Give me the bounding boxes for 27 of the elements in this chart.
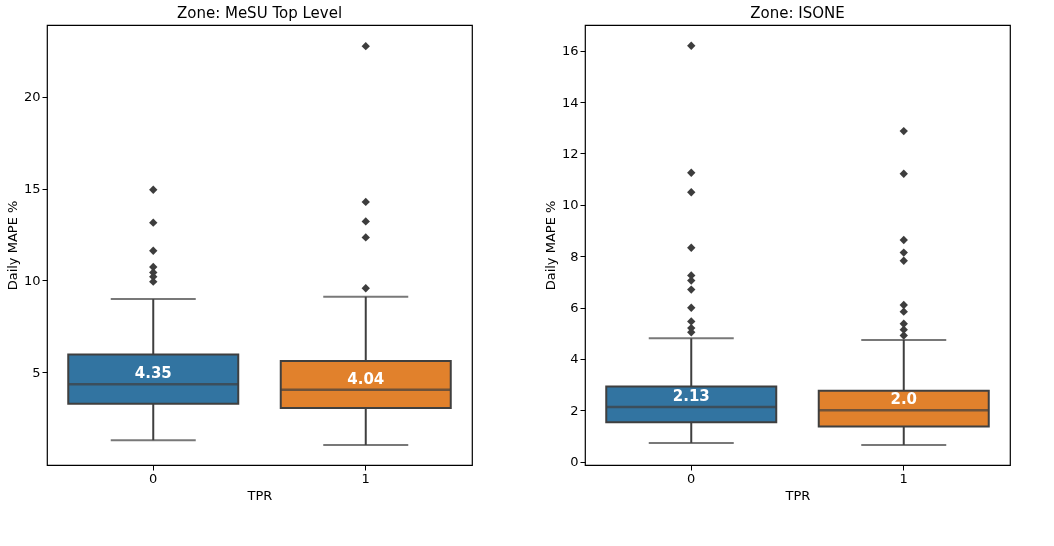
x-tick-label: 1 — [899, 470, 908, 486]
x-tick-label: 0 — [149, 470, 158, 486]
y-tick-label: 10 — [561, 197, 579, 213]
y-tick-label: 10 — [23, 272, 41, 288]
x-tick-label: 1 — [361, 470, 370, 486]
chart-title: Zone: ISONE — [750, 4, 845, 22]
y-tick-label: 20 — [23, 89, 41, 105]
y-tick-label: 4 — [570, 351, 579, 367]
y-tick-label: 0 — [570, 454, 579, 470]
y-axis-title: Daily MAPE % — [4, 200, 20, 291]
x-axis-title: TPR — [784, 487, 811, 503]
text: 2.0 — [890, 390, 918, 409]
y-tick-label: 16 — [561, 43, 579, 59]
text: 2.13 — [672, 386, 710, 405]
text: 4.04 — [347, 369, 385, 388]
y-tick-label: 5 — [32, 364, 41, 380]
y-axis-title: Daily MAPE % — [542, 200, 558, 291]
y-tick-label: 6 — [570, 300, 579, 316]
y-tick-label: 12 — [561, 145, 579, 161]
y-tick-label: 14 — [561, 94, 579, 110]
y-tick-label: 2 — [570, 402, 579, 418]
x-tick-label: 0 — [687, 470, 696, 486]
x-axis-title: TPR — [246, 487, 273, 503]
text: 4.35 — [134, 364, 172, 383]
y-tick-label: 15 — [23, 181, 41, 197]
chart-title: Zone: MeSU Top Level — [176, 4, 343, 22]
y-tick-label: 8 — [570, 248, 579, 264]
